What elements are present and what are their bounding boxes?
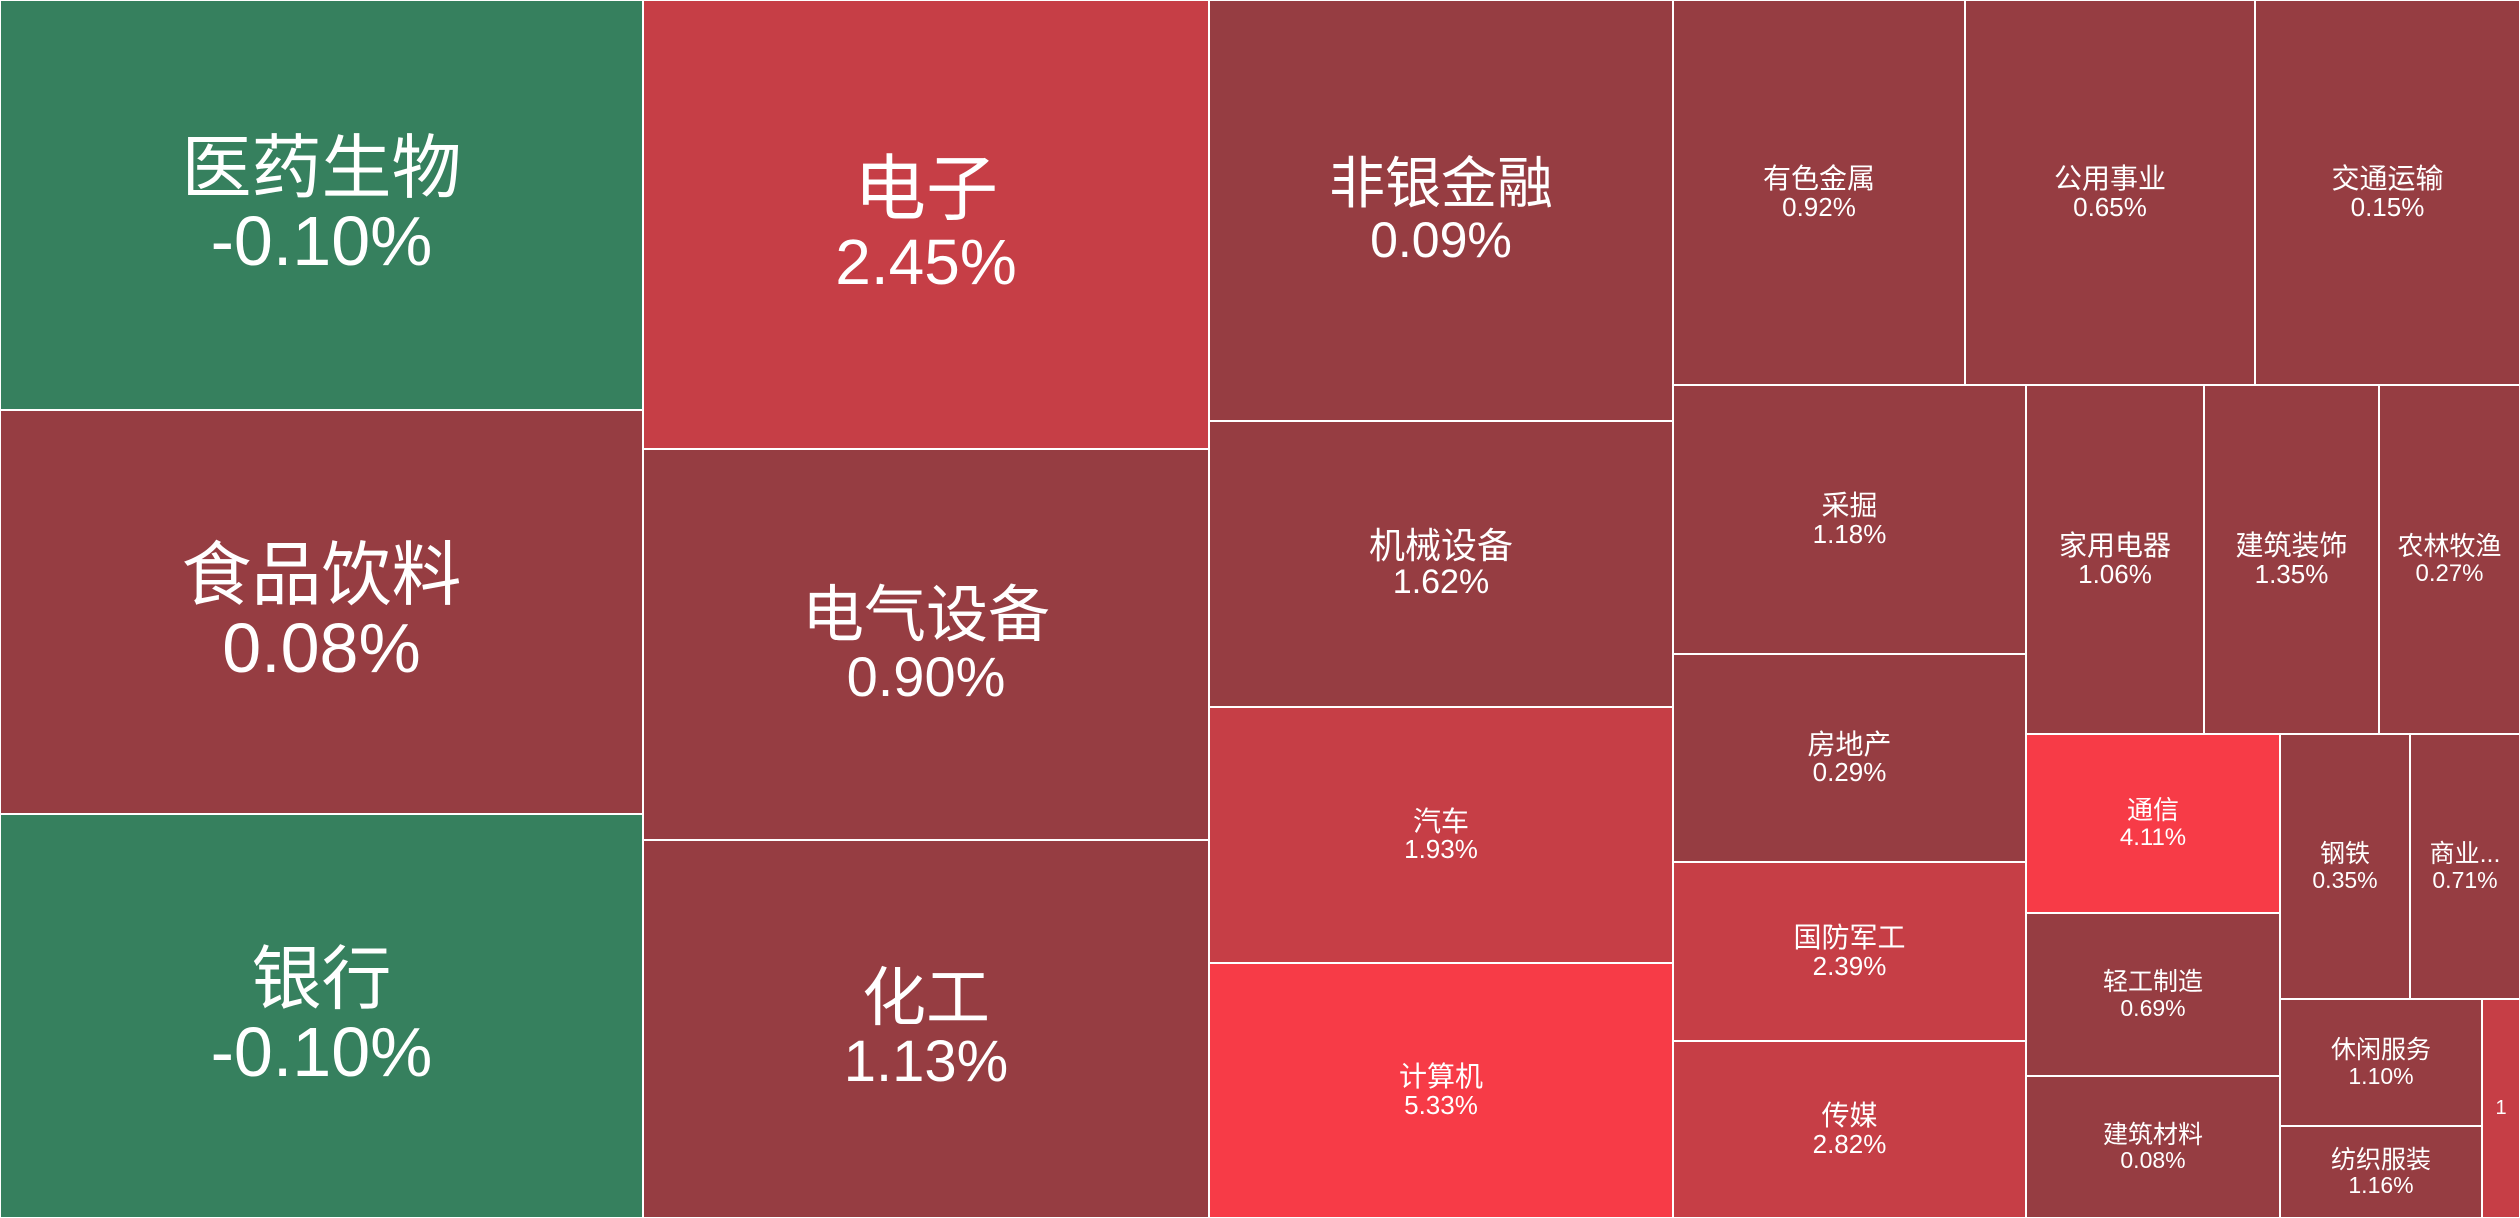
treemap-tile[interactable]: 家用电器 1.06% <box>2026 385 2204 734</box>
tile-change-value: 2.82% <box>1812 1128 1887 1159</box>
treemap-tile[interactable]: 农林牧渔 0.27% <box>2379 385 2520 734</box>
tile-change-value: 1.18% <box>1812 518 1887 549</box>
tile-sector-name: 国防军工 <box>1793 922 1906 954</box>
tile-sector-name: 通信 <box>2126 795 2179 826</box>
treemap-tile[interactable]: 休闲服务 1.10% <box>2280 999 2482 1126</box>
tile-change-value: 0.27% <box>2415 559 2484 587</box>
treemap-tile[interactable]: 采掘 1.18% <box>1673 385 2026 654</box>
tile-sector-name: 传媒 <box>1821 1100 1878 1132</box>
treemap-tile[interactable]: 电气设备 0.90% <box>643 449 1209 840</box>
treemap-tile[interactable]: 国防军工 2.39% <box>1673 862 2026 1041</box>
tile-change-value: 1.16% <box>2348 1172 2414 1199</box>
treemap-tile[interactable]: 机械设备 1.62% <box>1209 421 1673 707</box>
treemap-tile[interactable]: 计算机 5.33% <box>1209 963 1673 1218</box>
treemap-tile[interactable]: 钢铁 0.35% <box>2280 734 2410 999</box>
tile-sector-name: 商业... <box>2429 840 2501 869</box>
tile-change-value: 0.92% <box>1782 191 1856 222</box>
tile-change-value: 0.35% <box>2312 866 2378 893</box>
tile-sector-name: 电气设备 <box>801 580 1050 650</box>
tile-change-value: 0.29% <box>1812 757 1887 788</box>
tile-sector-name: 建筑材料 <box>2102 1120 2203 1149</box>
tile-sector-name: 有色金属 <box>1762 163 1875 195</box>
tile-sector-name: 电子 <box>853 150 998 231</box>
tile-change-value: 0.08% <box>222 609 421 687</box>
tile-sector-name: 家用电器 <box>2058 530 2171 562</box>
treemap-tile[interactable]: 公用事业 0.65% <box>1965 0 2255 385</box>
tile-change-value: 1.06% <box>2078 558 2152 589</box>
tile-change-value: 0.09% <box>1370 211 1512 268</box>
treemap-tile[interactable]: 1 <box>2482 999 2520 1218</box>
treemap-tile[interactable]: 建筑材料 0.08% <box>2026 1076 2280 1218</box>
treemap-tile[interactable]: 非银金融 0.09% <box>1209 0 1673 421</box>
tile-change-value: 1.62% <box>1392 563 1490 602</box>
tile-sector-name: 房地产 <box>1807 728 1892 760</box>
tile-change-value: 0.15% <box>2350 191 2425 222</box>
treemap-tile[interactable]: 房地产 0.29% <box>1673 654 2026 862</box>
tile-change-value: 2.45% <box>835 225 1017 298</box>
tile-sector-name: 食品饮料 <box>181 535 462 614</box>
tile-sector-name: 农林牧渔 <box>2397 531 2502 562</box>
treemap-tile[interactable]: 纺织服装 1.16% <box>2280 1126 2482 1218</box>
tile-sector-name: 非银金融 <box>1329 151 1553 215</box>
tile-sector-name: 汽车 <box>1412 805 1469 837</box>
tile-change-value: 1.13% <box>843 1029 1009 1095</box>
tile-change-value: 0.71% <box>2432 866 2498 893</box>
tile-sector-name: 医药生物 <box>181 128 462 207</box>
treemap-tile[interactable]: 交通运输 0.15% <box>2255 0 2520 385</box>
treemap-tile[interactable]: 有色金属 0.92% <box>1673 0 1965 385</box>
treemap-tile[interactable]: 传媒 2.82% <box>1673 1041 2026 1218</box>
tile-sector-name: 公用事业 <box>2053 163 2166 195</box>
treemap-tile[interactable]: 通信 4.11% <box>2026 734 2280 913</box>
treemap-tile[interactable]: 建筑装饰 1.35% <box>2204 385 2379 734</box>
tile-change-value: 2.39% <box>1812 950 1887 981</box>
tile-change-value: 1.93% <box>1404 834 1478 865</box>
tile-change-value: 1.35% <box>2254 558 2329 589</box>
treemap-tile[interactable]: 商业... 0.71% <box>2410 734 2520 999</box>
tile-change-value: 5.33% <box>1404 1089 1478 1120</box>
tile-sector-name: 化工 <box>862 961 990 1034</box>
tile-change-value: 0.65% <box>2073 191 2147 222</box>
tile-sector-name: 建筑装饰 <box>2235 530 2348 562</box>
tile-change-value: -0.10% <box>210 1013 433 1091</box>
tile-sector-name: 银行 <box>251 939 392 1018</box>
tile-sector-name: 机械设备 <box>1368 525 1513 567</box>
tile-sector-name: 计算机 <box>1398 1061 1483 1093</box>
treemap-tile[interactable]: 银行 -0.10% <box>0 814 643 1218</box>
treemap-tile[interactable]: 汽车 1.93% <box>1209 707 1673 963</box>
tile-sector-name: 纺织服装 <box>2330 1145 2431 1174</box>
tile-sector-name: 采掘 <box>1821 490 1878 522</box>
tile-sector-name: 1 <box>2495 1097 2507 1119</box>
treemap-tile[interactable]: 医药生物 -0.10% <box>0 0 643 410</box>
tile-change-value: -0.10% <box>210 202 433 280</box>
tile-change-value: 0.90% <box>846 644 1006 708</box>
tile-change-value: 0.69% <box>2120 994 2186 1021</box>
treemap-tile[interactable]: 食品饮料 0.08% <box>0 410 643 814</box>
tile-change-value: 1.10% <box>2348 1062 2414 1089</box>
tile-change-value: 4.11% <box>2119 823 2187 851</box>
tile-sector-name: 轻工制造 <box>2102 968 2203 997</box>
tile-sector-name: 休闲服务 <box>2330 1036 2431 1065</box>
treemap-tile[interactable]: 化工 1.13% <box>643 840 1209 1218</box>
tile-sector-name: 交通运输 <box>2331 163 2444 195</box>
tile-change-value: 0.08% <box>2120 1147 2186 1174</box>
tile-sector-name: 钢铁 <box>2319 840 2370 869</box>
treemap-tile[interactable]: 电子 2.45% <box>643 0 1209 449</box>
treemap-tile[interactable]: 轻工制造 0.69% <box>2026 913 2280 1076</box>
